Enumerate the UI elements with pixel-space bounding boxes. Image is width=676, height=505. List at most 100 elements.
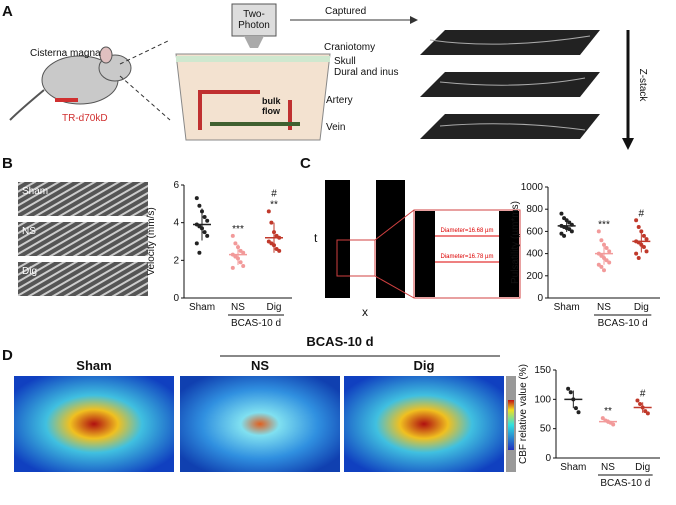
y-tick-label: 4	[173, 218, 179, 229]
data-point	[241, 263, 246, 268]
objective	[244, 36, 264, 48]
data-point	[573, 406, 578, 411]
label: bulk	[262, 96, 281, 106]
guide	[119, 75, 171, 121]
group-label: BCAS-10 d	[598, 318, 648, 329]
y-tick-label: 0	[537, 293, 543, 304]
data-point	[559, 231, 564, 236]
x-tick-label: Sham	[554, 302, 580, 313]
label: Dural and inus	[334, 67, 398, 78]
significance: **	[270, 199, 278, 210]
mouse	[9, 46, 132, 121]
data-point	[607, 260, 612, 265]
y-tick-label: 600	[526, 226, 543, 237]
y-axis-title: Pulsatility (µm*ms)	[510, 201, 521, 284]
data-point	[638, 402, 643, 407]
y-tick-label: 1000	[521, 182, 544, 193]
group-label: BCAS-10 d	[600, 478, 650, 489]
zoom-box	[336, 239, 376, 277]
y-axis-title: CBF relative value (%)	[518, 364, 529, 464]
panel-label: C	[300, 155, 311, 172]
group-label: BCAS-10 d	[231, 318, 281, 329]
label: Z-stack	[637, 69, 648, 103]
image-label: NS	[22, 226, 36, 237]
data-point	[197, 250, 202, 255]
label: Cisterna magna	[30, 48, 101, 59]
y-tick-label: 2	[173, 255, 179, 266]
data-point	[266, 209, 271, 214]
label: Photon	[238, 20, 270, 31]
y-axis-title: Velocity (mm/s)	[146, 207, 157, 275]
x-tick-label: NS	[601, 462, 615, 473]
data-point	[569, 229, 574, 234]
heatmap	[344, 376, 504, 472]
data-point	[241, 250, 246, 255]
data-point	[607, 249, 612, 254]
data-point	[197, 203, 202, 208]
data-point	[238, 260, 243, 265]
y-tick-label: 200	[526, 271, 543, 282]
axis-label: t	[314, 231, 318, 245]
data-point	[205, 218, 210, 223]
significance: **	[604, 406, 612, 417]
x-tick-label: Sham	[189, 302, 215, 313]
colorbar	[508, 400, 514, 450]
data-point	[596, 262, 601, 267]
data-point	[599, 253, 604, 258]
x-tick-label: NS	[597, 302, 611, 313]
data-point	[635, 398, 640, 403]
y-tick-label: 400	[526, 249, 543, 260]
data-point	[194, 196, 199, 201]
image	[18, 182, 148, 216]
significance: ***	[232, 224, 244, 235]
data-point	[636, 224, 641, 229]
x-tick-label: Dig	[266, 302, 281, 313]
image-label: Dig	[414, 358, 435, 373]
data-point	[230, 233, 235, 238]
y-tick-label: 6	[173, 180, 179, 191]
data-point	[644, 249, 649, 254]
image-label: NS	[251, 358, 269, 373]
label: Artery	[326, 95, 353, 106]
data-point	[641, 244, 646, 249]
group-label: BCAS-10 d	[306, 334, 373, 349]
data-point	[611, 422, 616, 427]
data-point	[202, 230, 207, 235]
y-tick-label: 0	[545, 453, 551, 464]
data-point	[636, 256, 641, 261]
z-stack	[420, 30, 600, 139]
label: flow	[262, 106, 281, 116]
image	[18, 262, 148, 296]
panel-label: B	[2, 155, 13, 172]
label: Diameter=16.68 µm	[441, 228, 494, 234]
data-point	[559, 211, 564, 216]
data-point	[643, 409, 648, 414]
data-point	[604, 258, 609, 263]
image-label: Dig	[22, 266, 37, 277]
image	[18, 222, 148, 256]
data-point	[269, 220, 274, 225]
data-point	[604, 246, 609, 251]
data-point	[641, 233, 646, 238]
label: Diameter=16.78 µm	[441, 254, 494, 260]
heatmap	[180, 376, 340, 472]
data-point	[600, 416, 605, 421]
data-point	[599, 238, 604, 243]
data-point	[599, 264, 604, 269]
data-point	[233, 241, 238, 246]
y-tick-label: 50	[540, 424, 552, 435]
data-point	[645, 411, 650, 416]
label: TR-d70kD	[62, 113, 108, 124]
data-point	[562, 216, 567, 221]
arrow	[622, 138, 634, 150]
x-tick-label: NS	[231, 302, 245, 313]
significance: #	[271, 188, 277, 199]
data-point	[634, 218, 639, 223]
data-point	[567, 220, 572, 225]
label: Captured	[325, 6, 366, 17]
significance: ***	[598, 219, 610, 230]
skull	[176, 56, 330, 62]
label: Craniotomy	[324, 42, 375, 53]
y-tick-label: 150	[534, 365, 551, 376]
